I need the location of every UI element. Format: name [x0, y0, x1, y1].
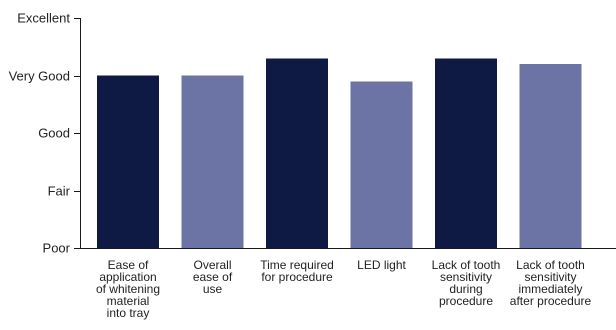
x-category-label-line: during: [449, 282, 482, 296]
bar-1: [97, 75, 159, 248]
x-category-label-line: sensitivity: [524, 270, 576, 284]
x-category-label-line: LED light: [357, 258, 406, 272]
y-tick-label: Excellent: [17, 11, 70, 26]
x-category-label-line: Lack of tooth: [516, 258, 585, 272]
x-category-label: Time required for procedure: [260, 258, 334, 284]
y-axis: Poor Fair Good Very Good Excellent: [9, 11, 81, 256]
bar-6: [519, 64, 582, 248]
y-tick-label: Fair: [48, 184, 71, 199]
x-category-label-line: ease of: [193, 270, 233, 284]
x-category-label-line: Overall: [193, 258, 231, 272]
x-category-label: LED light: [357, 258, 406, 272]
x-category-label-line: after procedure: [510, 294, 592, 308]
bar-4: [350, 81, 413, 248]
bar-2: [181, 75, 244, 248]
y-tick-label: Poor: [43, 241, 71, 256]
bar-5: [435, 58, 497, 248]
x-axis: Ease of application of whitening material in…: [80, 248, 616, 320]
y-tick-label: Very Good: [9, 69, 70, 84]
y-tick-label: Good: [38, 126, 70, 141]
x-category-label-line: Ease of: [108, 258, 149, 272]
x-category-label-line: use: [203, 282, 223, 296]
x-category-label-line: of whitening: [96, 282, 160, 296]
x-category-label-line: application: [99, 270, 156, 284]
x-category-label: Overall ease of use: [193, 258, 233, 296]
bar-3: [266, 58, 328, 248]
x-category-label-line: procedure: [439, 294, 493, 308]
x-category-label-line: immediately: [518, 282, 582, 296]
x-category-label-line: into tray: [107, 306, 150, 320]
x-category-label-line: material: [107, 294, 150, 308]
x-category-label: Lack of tooth sensitivity during procedure: [432, 258, 501, 308]
x-category-label-line: Lack of tooth: [432, 258, 501, 272]
x-category-label: Lack of tooth sensitivity immediately after…: [510, 258, 592, 308]
x-category-label-line: for procedure: [261, 270, 333, 284]
x-category-label: Ease of application of whitening material in…: [96, 258, 160, 320]
x-category-label-line: Time required: [260, 258, 334, 272]
bars: [97, 58, 582, 248]
x-category-label-line: sensitivity: [440, 270, 492, 284]
